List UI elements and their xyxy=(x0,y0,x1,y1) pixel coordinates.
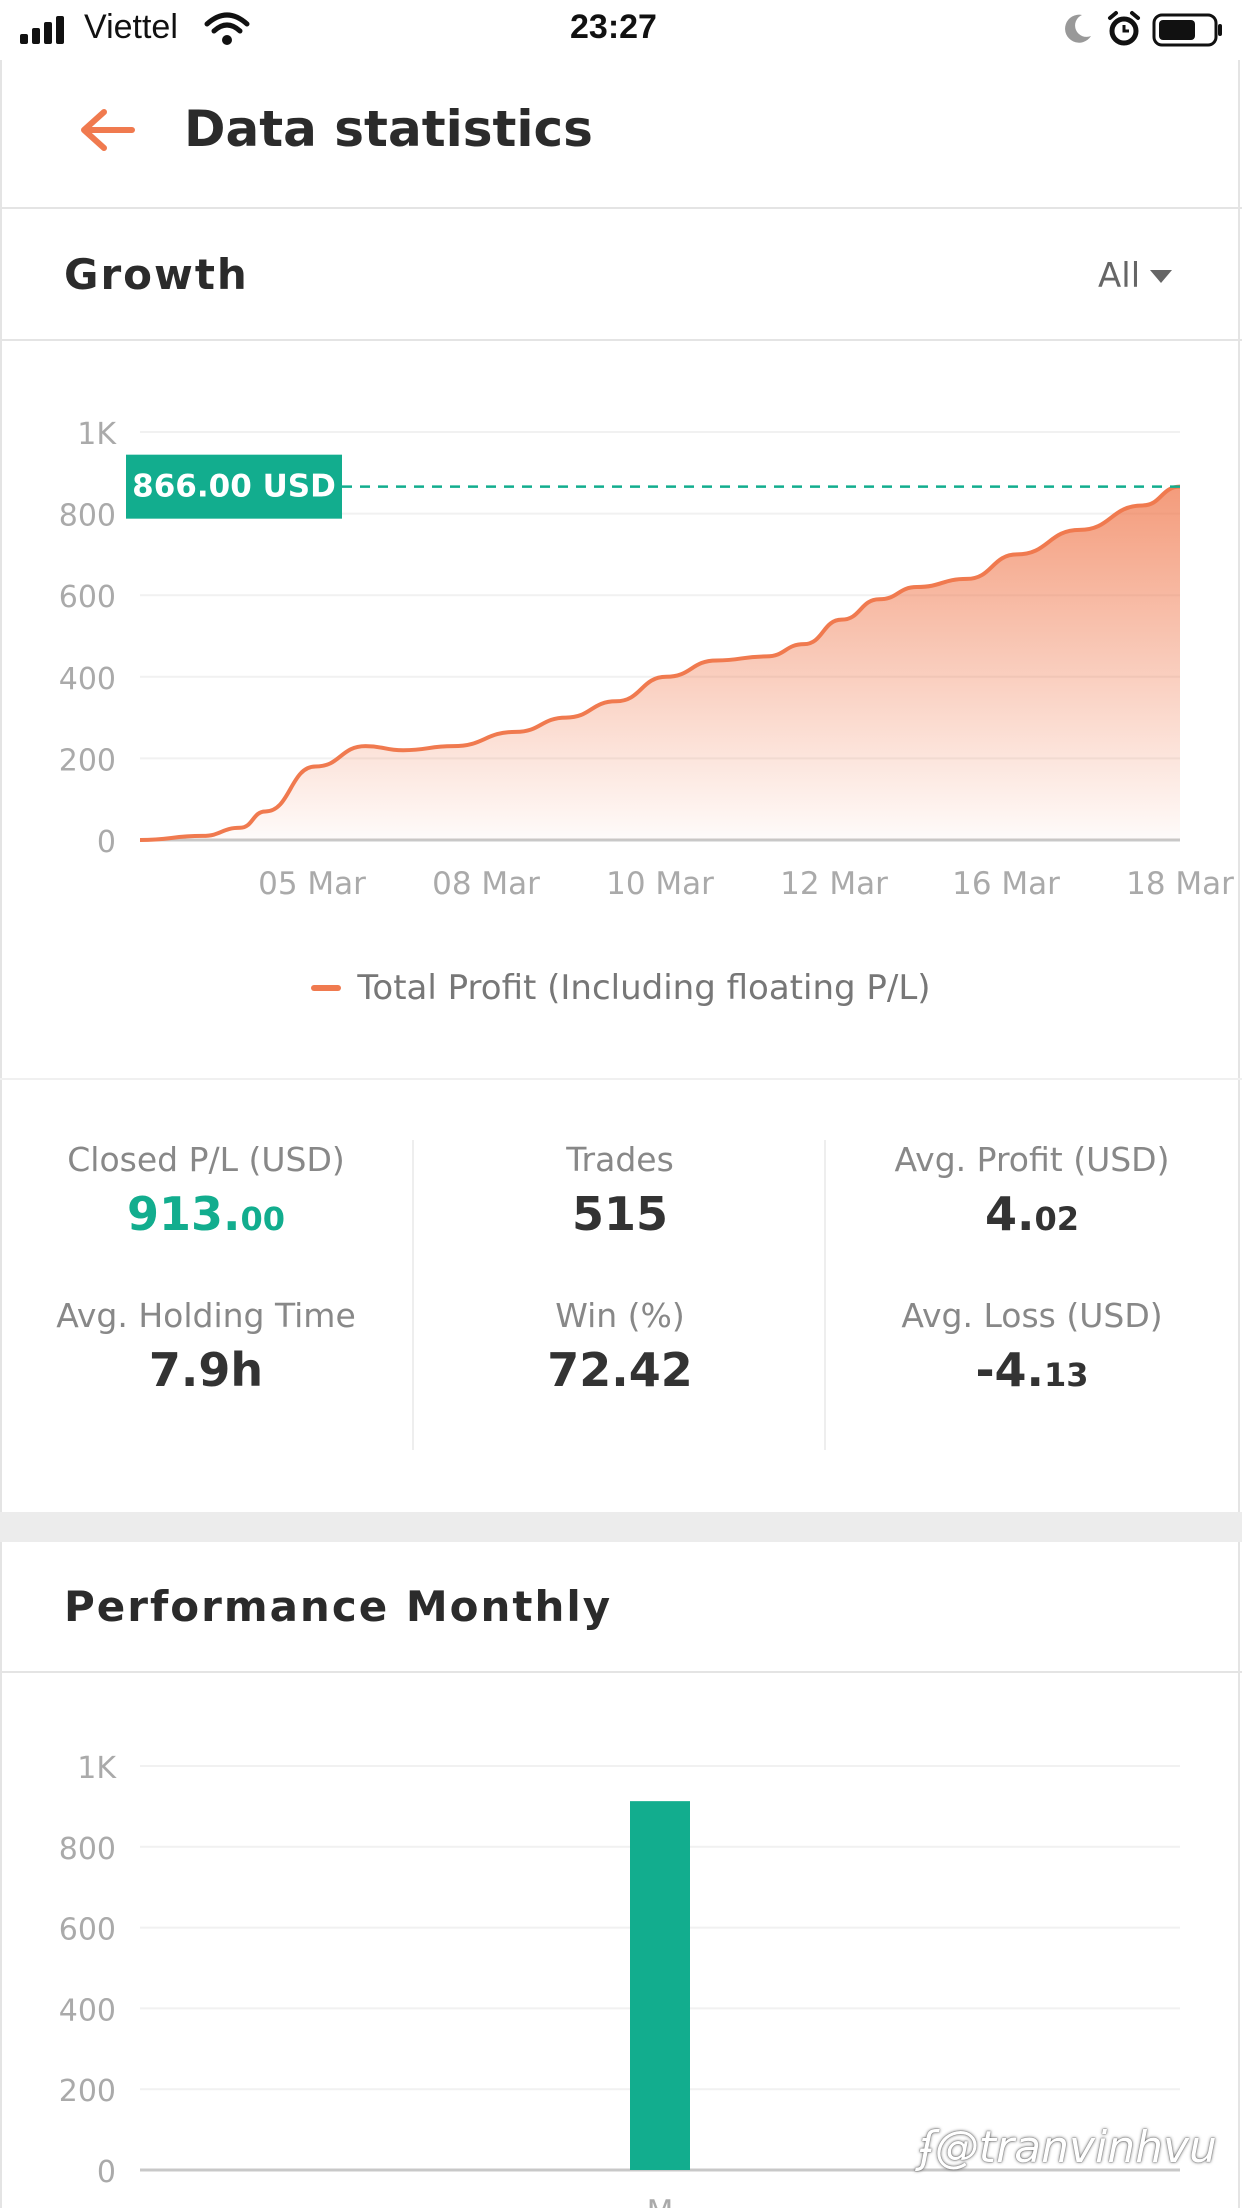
back-arrow-icon xyxy=(81,109,135,151)
frame-left-border xyxy=(0,60,2,2208)
y-tick-label: 400 xyxy=(59,662,116,697)
stat-label: Avg. Profit (USD) xyxy=(894,1140,1170,1179)
x-tick-label: 16 Mar xyxy=(952,866,1060,900)
stat-label: Trades xyxy=(566,1140,674,1179)
y-tick-label: 0 xyxy=(97,825,116,860)
stat-value: 4.02 xyxy=(984,1187,1079,1241)
page-title: Data statistics xyxy=(184,100,593,158)
x-tick-label: 10 Mar xyxy=(606,866,714,900)
y-tick-label: 800 xyxy=(59,1832,116,1867)
alarm-icon xyxy=(1106,10,1142,52)
performance-section-title: Performance Monthly xyxy=(64,1582,613,1631)
growth-filter-dropdown[interactable]: All xyxy=(1098,256,1173,296)
y-tick-label: 600 xyxy=(59,580,116,615)
stat-label: Avg. Holding Time xyxy=(56,1296,356,1335)
monthly-bar xyxy=(630,1801,690,2170)
y-tick-label: 0 xyxy=(97,2155,116,2190)
stat-avg-profit: Avg. Profit (USD) 4.02 xyxy=(826,1140,1238,1241)
x-tick-label: 08 Mar xyxy=(432,866,540,900)
back-button[interactable] xyxy=(72,100,142,160)
stat-value: -4.13 xyxy=(975,1343,1089,1397)
legend-label: Total Profit (Including floating P/L) xyxy=(357,968,931,1008)
x-tick-label: 18 Mar xyxy=(1126,866,1234,900)
growth-area-fill xyxy=(140,486,1180,840)
stat-trades: Trades 515 xyxy=(414,1140,826,1241)
stat-value: 515 xyxy=(571,1187,669,1241)
stats-column-divider xyxy=(824,1140,826,1450)
header-divider xyxy=(0,207,1242,209)
growth-section-title: Growth xyxy=(64,250,249,299)
watermark-logo-icon: ʄ xyxy=(920,2122,935,2173)
growth-legend: Total Profit (Including floating P/L) xyxy=(0,968,1242,1008)
stat-win-rate: Win (%) 72.42 xyxy=(414,1296,826,1397)
current-value-badge xyxy=(126,454,342,519)
stats-column-divider xyxy=(412,1140,414,1450)
performance-chart: 0 200 400 600 800 1K M xyxy=(0,1672,1242,2212)
stat-label: Avg. Loss (USD) xyxy=(901,1296,1163,1335)
stat-label: Win (%) xyxy=(555,1296,685,1335)
stat-avg-loss: Avg. Loss (USD) -4.13 xyxy=(826,1296,1238,1397)
watermark-text: @tranvinhvu xyxy=(934,2122,1217,2173)
wifi-icon xyxy=(204,12,250,50)
do-not-disturb-icon xyxy=(1060,12,1094,50)
legend-swatch xyxy=(311,985,342,991)
legend-divider xyxy=(0,1078,1242,1080)
clock: 23:27 xyxy=(570,8,657,46)
y-tick-label: 800 xyxy=(59,499,116,534)
growth-filter-label: All xyxy=(1098,256,1141,296)
growth-chart: 0 200 400 600 800 1K 05 Mar 08 Mar 10 Mar 12 Mar… xyxy=(0,340,1242,902)
performance-header-divider xyxy=(0,1671,1242,1673)
stat-label: Closed P/L (USD) xyxy=(67,1140,345,1179)
signal-icon xyxy=(20,16,68,44)
battery-icon xyxy=(1152,12,1224,52)
stat-closed-pl: Closed P/L (USD) 913.00 xyxy=(0,1140,412,1241)
watermark: ʄ@tranvinhvu xyxy=(920,2122,1217,2173)
chevron-down-icon xyxy=(1150,269,1173,283)
y-tick-label: 1K xyxy=(77,1751,117,1786)
y-tick-label: 200 xyxy=(59,743,116,778)
x-tick-label: 12 Mar xyxy=(780,866,888,900)
y-tick-label: 600 xyxy=(59,1913,116,1948)
status-bar: Viettel 23:27 xyxy=(0,0,1242,60)
growth-series-line xyxy=(139,484,1181,842)
y-tick-label: 200 xyxy=(59,2074,116,2109)
x-tick-label: 05 Mar xyxy=(258,866,366,900)
stat-avg-holding-time: Avg. Holding Time 7.9h xyxy=(0,1296,412,1397)
section-separator xyxy=(0,1512,1242,1542)
stat-value: 72.42 xyxy=(547,1343,693,1397)
x-tick-label: M xyxy=(647,2194,674,2208)
y-tick-label: 1K xyxy=(77,417,117,452)
stats-grid: Closed P/L (USD) 913.00 Trades 515 Avg. … xyxy=(0,1140,1242,1450)
growth-header-divider xyxy=(0,339,1242,341)
y-tick-label: 400 xyxy=(59,1993,116,2028)
stat-value: 7.9h xyxy=(148,1343,264,1397)
stat-value: 913.00 xyxy=(126,1187,286,1241)
frame-right-border xyxy=(1238,60,1240,2208)
carrier-name: Viettel xyxy=(84,8,178,46)
current-value-badge-text: 866.00 USD xyxy=(132,469,336,505)
